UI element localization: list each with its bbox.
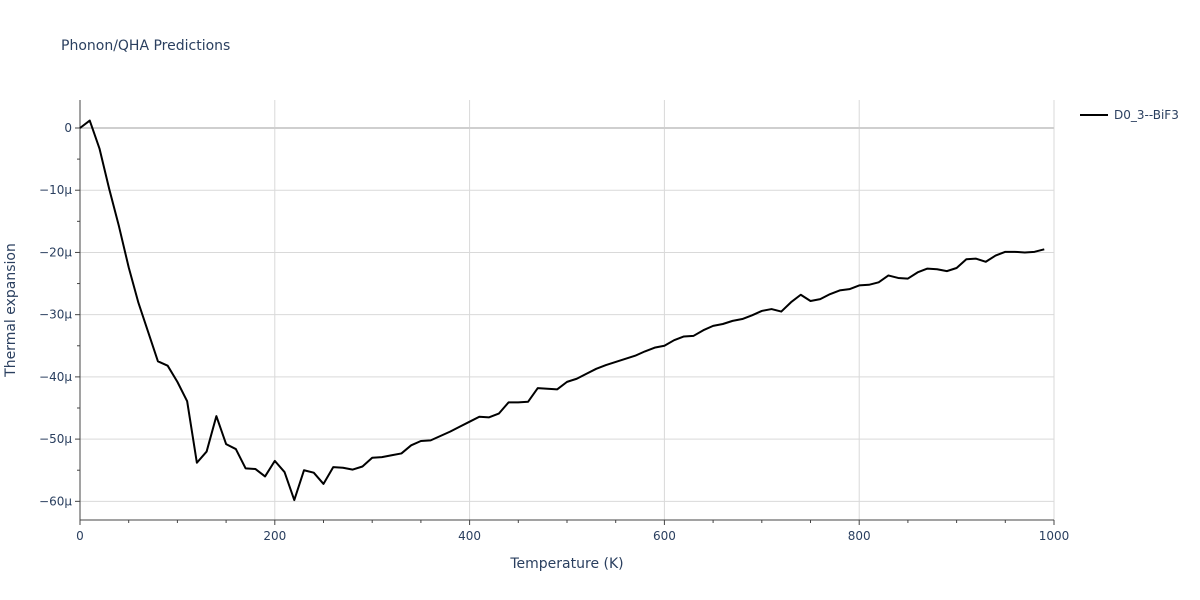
y-tick-label: −50μ — [39, 432, 72, 446]
y-tick-label: 0 — [64, 121, 72, 135]
x-tick-label: 800 — [848, 529, 871, 543]
axes — [75, 100, 1055, 525]
legend[interactable]: D0_3--BiF3 — [1080, 108, 1179, 122]
series-line[interactable] — [79, 119, 1045, 502]
legend-label: D0_3--BiF3 — [1114, 108, 1179, 122]
y-tick-label: −10μ — [39, 183, 72, 197]
x-tick-label: 200 — [263, 529, 286, 543]
x-axis-title: Temperature (K) — [509, 556, 623, 572]
x-tick-label: 1000 — [1039, 529, 1070, 543]
y-tick-label: −20μ — [39, 245, 72, 259]
series-layer — [79, 119, 1045, 502]
y-tick-label: −60μ — [39, 494, 72, 508]
x-tick-label: 0 — [76, 529, 84, 543]
y-axis-title: Thermal expansion — [3, 243, 19, 378]
grid — [80, 100, 1055, 520]
chart-title: Phonon/QHA Predictions — [61, 38, 230, 54]
y-tick-label: −30μ — [39, 308, 72, 322]
x-tick-label: 600 — [653, 529, 676, 543]
x-tick-label: 400 — [458, 529, 481, 543]
y-tick-label: −40μ — [39, 370, 72, 384]
tick-labels: 0 200 400 600 800 1000 0 −10μ −20μ −30μ −40μ −50μ −6… — [39, 121, 1069, 543]
